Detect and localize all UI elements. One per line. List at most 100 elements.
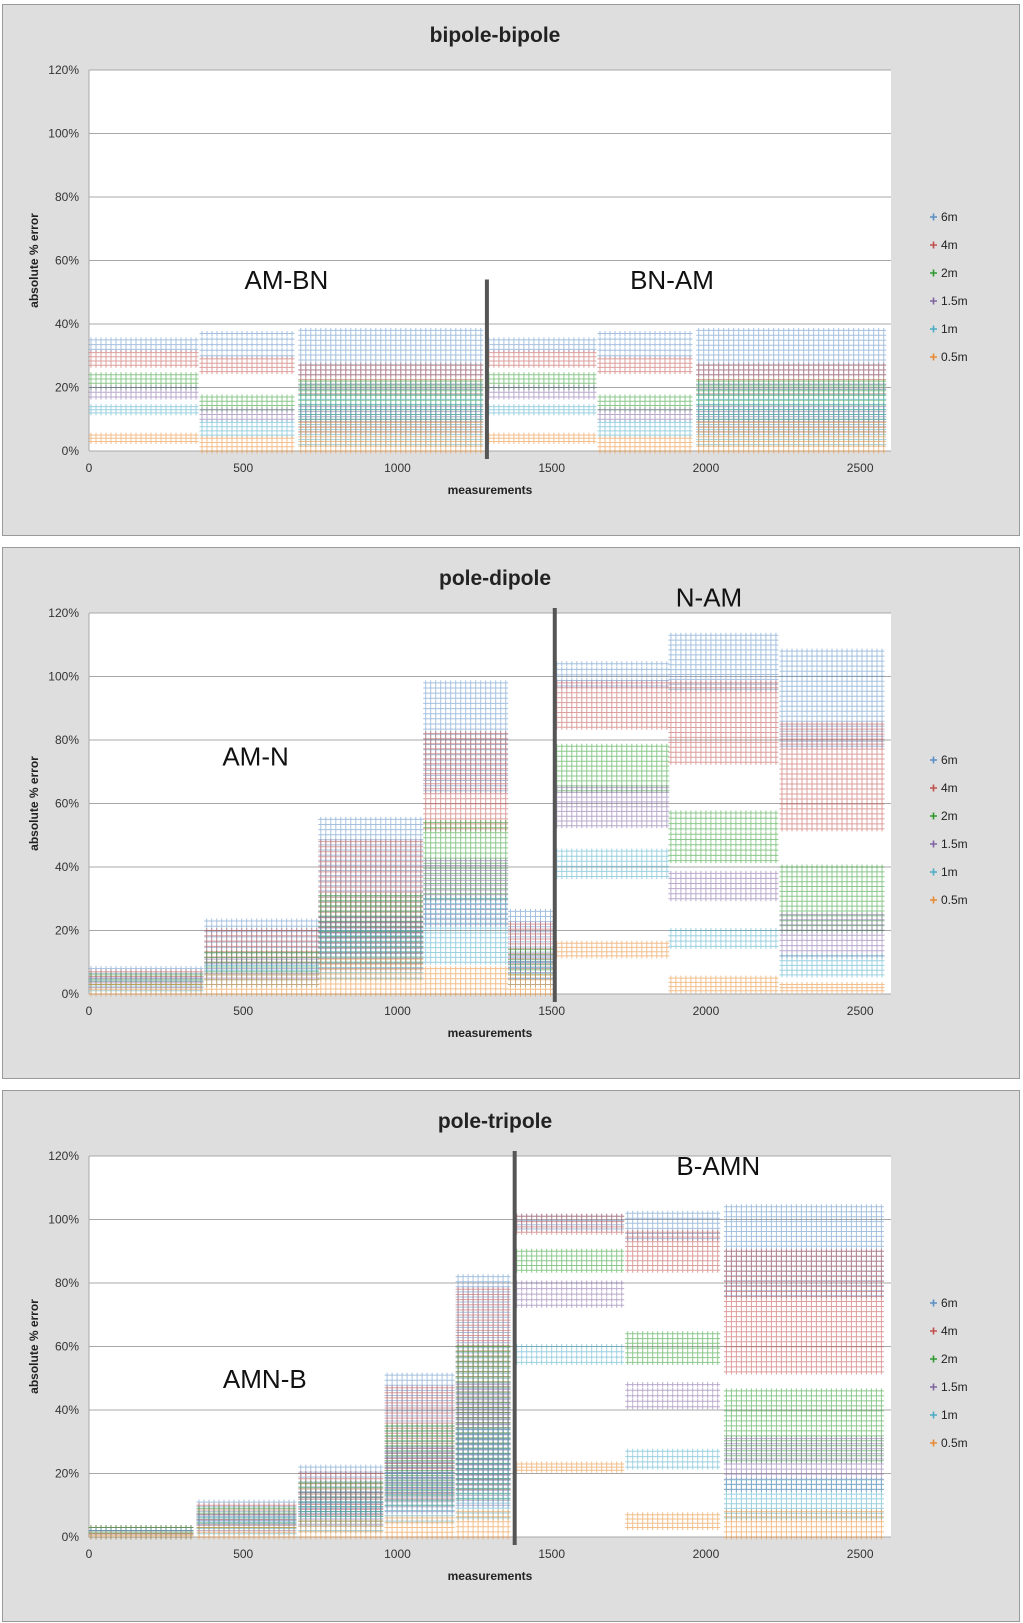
chart-title: pole-dipole [439, 567, 551, 590]
x-axis-label: measurements [448, 483, 533, 497]
legend-entry-6m: 6m [941, 1296, 958, 1310]
legend-marker-0-5m [930, 896, 937, 904]
x-tick-label: 1000 [384, 1547, 411, 1561]
y-tick-label: 40% [55, 860, 79, 874]
data-points [88, 327, 887, 454]
chart-title: bipole-bipole [430, 24, 561, 47]
data-band-1-5m [597, 407, 693, 422]
legend-marker-6m [930, 756, 937, 764]
y-tick-label: 60% [55, 1340, 79, 1354]
legend: 6m 4m 2m 1.5m 1m 0.5m [930, 753, 968, 907]
legend-marker-0-5m [930, 353, 937, 361]
legend-marker-0-5m [930, 1439, 937, 1447]
data-band-1m [423, 896, 509, 965]
data-band-0-5m [88, 432, 199, 444]
data-points [88, 632, 885, 997]
y-tick-label: 60% [55, 797, 79, 811]
data-band-4m [723, 1248, 884, 1375]
legend-entry-2m: 2m [941, 809, 958, 823]
y-tick-label: 40% [55, 1403, 79, 1417]
y-axis-label: absolute % error [27, 1299, 41, 1394]
data-band-0-5m [199, 435, 295, 454]
legend-marker-4m [930, 784, 937, 792]
legend-entry-2m: 2m [941, 1352, 958, 1366]
chart-panel-pole-dipole: pole-dipole 0% 20% 40% 60% 80% 100% 120% 0 500 100… [2, 547, 1020, 1079]
data-band-1m [779, 953, 885, 978]
data-band-4m [668, 680, 779, 765]
x-tick-label: 0 [86, 1004, 93, 1018]
data-band-0-5m [668, 975, 779, 994]
data-band-1-5m [199, 407, 295, 422]
legend-entry-4m: 4m [941, 1324, 958, 1338]
x-tick-label: 1000 [384, 461, 411, 475]
y-tick-label: 40% [55, 317, 79, 331]
data-band-1m [625, 1448, 721, 1470]
data-band-4m [554, 680, 670, 730]
chart-title: pole-tripole [438, 1110, 552, 1133]
x-tick-label: 0 [86, 1547, 93, 1561]
data-band-4m [88, 350, 199, 368]
data-band-0-5m [625, 1512, 721, 1530]
x-tick-label: 2000 [693, 1004, 720, 1018]
y-tick-label: 80% [55, 1276, 79, 1290]
legend-entry-0-5m: 0.5m [941, 893, 968, 907]
data-band-0-5m [423, 966, 509, 997]
data-band-4m [597, 356, 693, 375]
data-band-6m [597, 331, 693, 359]
legend-marker-6m [930, 213, 937, 221]
legend-entry-2m: 2m [941, 266, 958, 280]
data-band-4m [423, 731, 509, 832]
legend: 6m 4m 2m 1.5m 1m 0.5m [930, 1296, 968, 1450]
legend-marker-6m [930, 1299, 937, 1307]
legend-entry-1-5m: 1.5m [941, 1380, 968, 1394]
x-axis-label: measurements [448, 1026, 533, 1040]
data-band-0-5m [384, 1515, 455, 1540]
data-band-2m [514, 1248, 625, 1273]
data-band-0-5m [508, 972, 553, 997]
y-tick-label: 100% [48, 127, 79, 141]
legend: 6m 4m 2m 1.5m 1m 0.5m [930, 210, 968, 364]
data-band-0-5m [298, 419, 484, 454]
x-tick-label: 2000 [693, 1547, 720, 1561]
data-band-1-5m [554, 785, 670, 829]
y-tick-label: 0% [62, 1530, 80, 1544]
x-tick-label: 2500 [847, 1004, 874, 1018]
legend-marker-2m [930, 812, 937, 820]
data-band-4m [199, 356, 295, 375]
x-tick-label: 0 [86, 461, 93, 475]
data-band-1m [199, 419, 295, 438]
chart-pole-tripole: pole-tripole 0% 20% 40% 60% 80% 100% 120% 0 500 10… [27, 1110, 968, 1583]
data-band-0-5m [514, 1461, 625, 1473]
data-band-1-5m [486, 385, 597, 400]
legend-entry-0-5m: 0.5m [941, 1436, 968, 1450]
legend-marker-1-5m [930, 1383, 937, 1391]
data-band-1m [554, 848, 670, 879]
region-label-n-am: N-AM [676, 583, 742, 613]
region-label-am-n: AM-N [222, 741, 288, 771]
y-tick-label: 20% [55, 381, 79, 395]
legend-marker-2m [930, 1355, 937, 1363]
series-0-5m [88, 1461, 884, 1540]
legend-marker-1-5m [930, 840, 937, 848]
series-0-5m [88, 940, 885, 997]
data-band-0-5m [723, 1509, 884, 1540]
data-band-6m [199, 331, 295, 359]
data-band-0-5m [298, 1518, 384, 1540]
data-band-4m [779, 721, 885, 832]
legend-entry-1-5m: 1.5m [941, 837, 968, 851]
data-band-2m [625, 1331, 721, 1365]
y-tick-label: 0% [62, 987, 80, 1001]
data-band-0-5m [88, 1531, 194, 1540]
x-tick-label: 500 [233, 461, 253, 475]
data-band-2m [668, 810, 779, 864]
data-band-0-5m [88, 982, 204, 997]
legend-marker-1-5m [930, 297, 937, 305]
data-points [88, 1204, 884, 1540]
region-label-bn-am: BN-AM [630, 265, 714, 295]
y-axis-label: absolute % error [27, 756, 41, 851]
data-band-0-5m [597, 435, 693, 454]
y-tick-label: 20% [55, 1467, 79, 1481]
legend-marker-2m [930, 269, 937, 277]
data-band-1-5m [88, 385, 199, 400]
chart-panel-bipole-bipole: bipole-bipole 0% 20% 40% 60% 80% 100% 120% 0 500 1… [2, 4, 1020, 536]
